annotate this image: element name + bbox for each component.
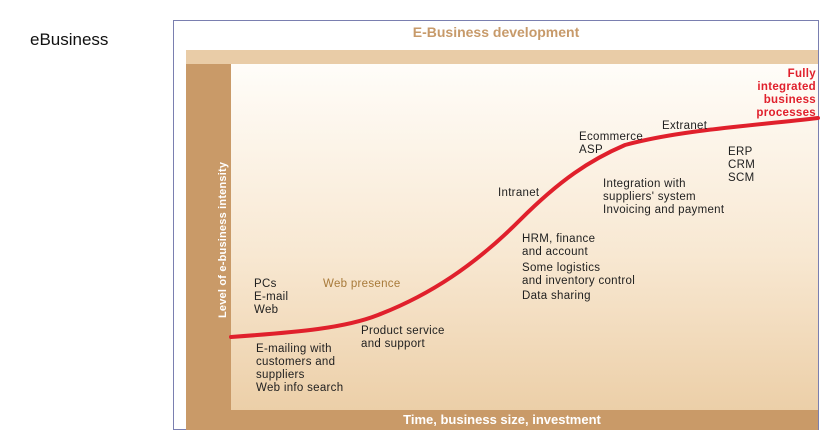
label-data-sharing: Data sharing bbox=[522, 290, 591, 302]
growth-curve bbox=[229, 116, 820, 339]
label-ecommerce-asp: Ecommerce ASP bbox=[579, 131, 644, 156]
top-band bbox=[186, 50, 818, 64]
label-web-presence: Web presence bbox=[323, 278, 401, 290]
y-axis-band bbox=[186, 64, 231, 410]
label-erp-crm-scm: ERP CRM SCM bbox=[728, 146, 756, 184]
label-product-service: Product service and support bbox=[361, 325, 445, 350]
label-hrm-finance: HRM, finance and account bbox=[522, 233, 596, 258]
label-emailing: E-mailing with customers and suppliers W… bbox=[256, 343, 344, 394]
label-logistics: Some logistics and inventory control bbox=[522, 262, 636, 287]
label-fully-integrated: Fully integrated business processes bbox=[756, 68, 816, 119]
slide-title: eBusiness bbox=[30, 30, 109, 49]
label-intranet: Intranet bbox=[498, 187, 540, 199]
label-pcs-email-web: PCs E-mail Web bbox=[254, 278, 289, 316]
diagram-title: E-Business development bbox=[174, 21, 818, 51]
label-integration: Integration with suppliers' system Invoi… bbox=[603, 178, 725, 216]
label-extranet: Extranet bbox=[662, 120, 708, 132]
plot-area bbox=[231, 64, 818, 410]
x-axis-label: Time, business size, investment bbox=[186, 410, 818, 430]
